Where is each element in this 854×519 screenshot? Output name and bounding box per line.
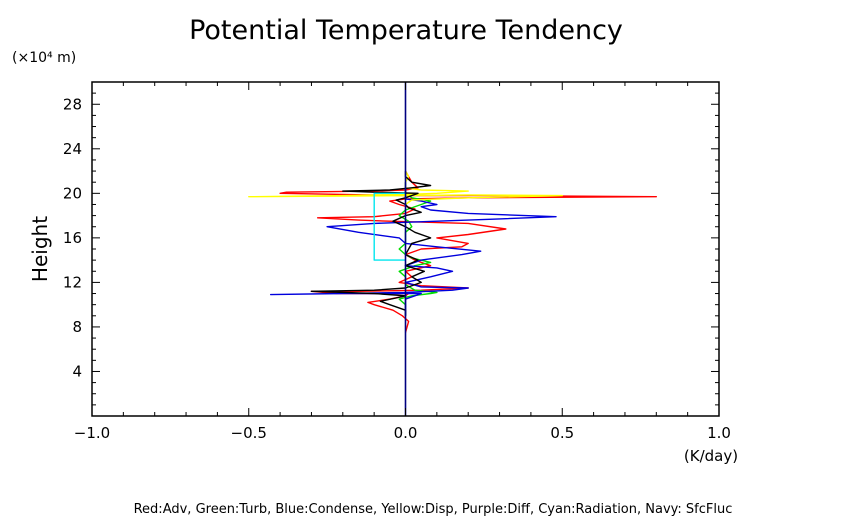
- y-tick-label: 24: [63, 140, 82, 158]
- series-line-4: [310, 171, 432, 316]
- y-tick-label: 28: [63, 95, 82, 113]
- x-tick-label: −1.0: [74, 424, 110, 442]
- legend-text: Red:Adv, Green:Turb, Blue:Condense, Yell…: [134, 502, 733, 517]
- plot-frame: [91, 81, 720, 417]
- y-axis-unit: (×10⁴ m): [12, 50, 76, 66]
- y-axis-label: Height: [28, 216, 52, 282]
- ticks-layer: −1.0 −0.5 0.0 0.5 1.0 4 8 12 16 20 24 28: [63, 82, 731, 442]
- x-tick-label: −0.5: [231, 424, 267, 442]
- x-tick-label: 1.0: [707, 424, 731, 442]
- x-tick-label: 0.5: [550, 424, 574, 442]
- y-tick-label: 20: [63, 184, 82, 202]
- series-line-5: [373, 192, 406, 261]
- series-layer: [248, 82, 657, 416]
- x-axis-label: (K/day): [684, 447, 738, 465]
- y-tick-label: 8: [72, 318, 82, 336]
- chart-title: Potential Temperature Tendency: [189, 15, 623, 46]
- y-tick-label: 12: [63, 273, 82, 291]
- x-tick-label: 0.0: [394, 424, 418, 442]
- y-tick-label: 16: [63, 229, 82, 247]
- series-line-2: [270, 182, 557, 316]
- y-tick-label: 4: [72, 362, 82, 380]
